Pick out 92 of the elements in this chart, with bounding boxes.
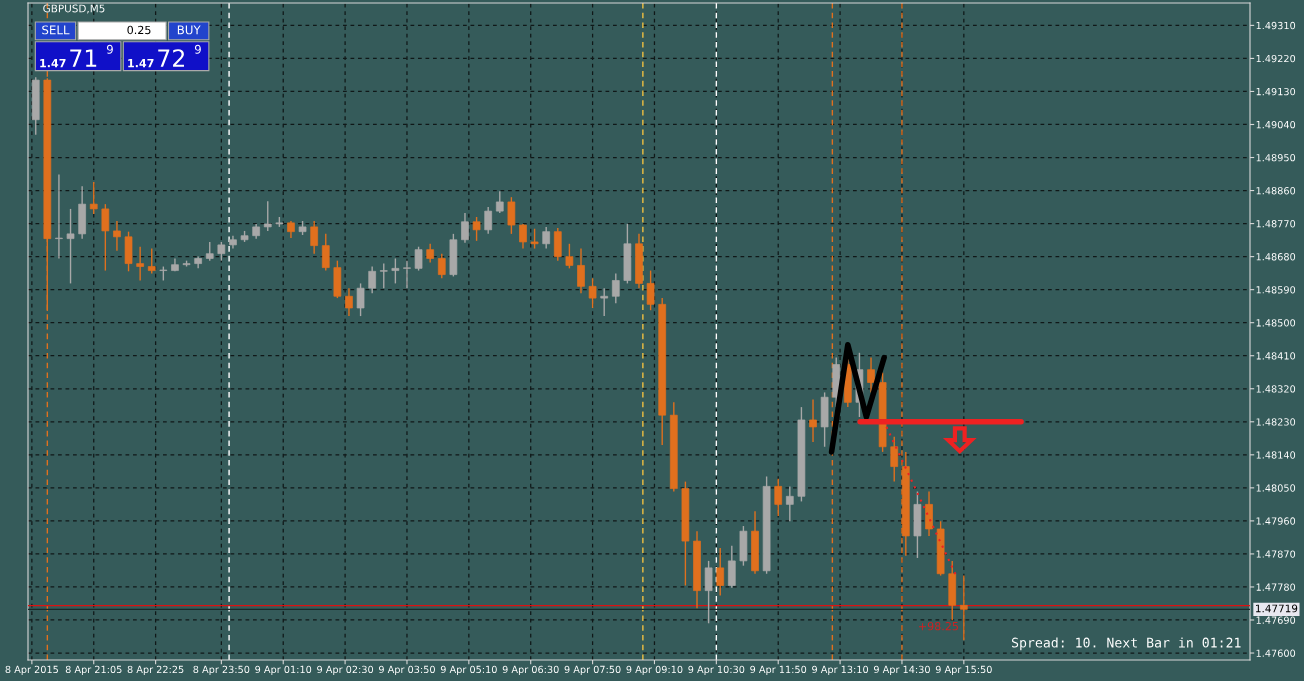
candlestick — [403, 259, 411, 289]
annotation: SELL — [42, 25, 70, 35]
x-tick-label: 9 Apr 05:10 — [440, 665, 497, 675]
annotation: 1.47 — [40, 59, 66, 68]
annotation: 9 — [106, 44, 113, 54]
annotation: 71 — [70, 49, 97, 67]
candlestick — [461, 212, 469, 244]
annotation: 1.47 — [128, 59, 154, 68]
candlestick — [519, 223, 527, 250]
candlestick — [472, 216, 481, 242]
y-tick-label: 1.48770 — [1256, 220, 1296, 228]
candlestick — [263, 200, 272, 232]
candlestick — [89, 181, 98, 215]
annotation: Spread: 10. Next Bar in 01:21 — [1011, 637, 1241, 651]
candlestick — [437, 252, 446, 279]
y-tick-label: 1.48230 — [1256, 418, 1296, 426]
x-tick-label: 9 Apr 02:30 — [317, 665, 374, 675]
x-tick-label: 8 Apr 21:05 — [65, 665, 122, 675]
annotation: BUY — [177, 25, 201, 35]
candlestick — [368, 265, 376, 295]
x-tick-label: 9 Apr 03:50 — [378, 665, 435, 675]
candlestick — [414, 246, 423, 272]
y-tick-label: 1.47690 — [1256, 616, 1296, 624]
candlestick — [704, 560, 713, 624]
y-tick-label: 1.48950 — [1256, 154, 1296, 162]
x-tick-label: 9 Apr 07:50 — [564, 665, 621, 675]
y-tick-label: 1.49310 — [1256, 21, 1296, 30]
candlestick — [530, 228, 539, 250]
candlestick — [507, 196, 516, 235]
x-tick-label: 8 Apr 22:25 — [127, 665, 184, 675]
candlestick — [345, 287, 353, 317]
annotation: 9 — [194, 44, 201, 54]
candlestick — [785, 485, 794, 522]
candlestick — [321, 233, 330, 272]
y-tick-label: 1.48860 — [1256, 187, 1296, 195]
y-tick-label: 1.49130 — [1256, 87, 1296, 96]
candlestick — [101, 203, 110, 272]
candlestick — [205, 241, 214, 262]
chart-title: GBPUSD,M5 — [43, 4, 105, 14]
candlestick — [217, 241, 226, 262]
y-tick-label: 1.48590 — [1256, 286, 1296, 294]
candlestick — [588, 277, 597, 309]
annotation: +98.25 — [919, 621, 958, 631]
candlestick — [809, 398, 817, 443]
x-tick-label: 8 Apr 2015 — [5, 665, 58, 675]
annotation: 0.25 — [127, 25, 151, 35]
x-tick-label: 9 Apr 15:50 — [935, 665, 992, 675]
x-tick-label: 9 Apr 14:30 — [873, 665, 930, 675]
candlestick — [774, 477, 783, 517]
x-tick-label: 8 Apr 23:50 — [193, 665, 250, 675]
candlestick — [66, 208, 75, 285]
candlestick — [716, 547, 725, 597]
candlestick — [867, 356, 875, 394]
y-tick-label: 1.48140 — [1256, 451, 1296, 459]
x-tick-label: 9 Apr 06:30 — [502, 665, 559, 675]
y-tick-label: 1.48680 — [1256, 253, 1296, 261]
candlestick — [495, 190, 504, 214]
candlestick — [136, 246, 144, 282]
candlestick — [890, 436, 899, 483]
candlestick — [960, 574, 968, 641]
candlestick — [542, 226, 551, 250]
candlestick — [379, 262, 388, 289]
x-tick-label: 9 Apr 01:10 — [255, 665, 312, 675]
ref-line-label: 1.47719 — [1256, 604, 1298, 613]
annotation: 72 — [158, 49, 184, 67]
y-tick-label: 1.49220 — [1256, 54, 1296, 63]
y-tick-label: 1.47780 — [1256, 583, 1296, 591]
x-tick-label: 9 Apr 10:30 — [688, 665, 745, 675]
candlestick — [646, 269, 655, 311]
x-tick-label: 9 Apr 13:10 — [812, 665, 869, 675]
candlestick — [577, 247, 585, 295]
y-tick-label: 1.48500 — [1256, 319, 1296, 327]
y-tick-label: 1.47600 — [1256, 649, 1296, 657]
y-tick-label: 1.49040 — [1256, 120, 1296, 129]
candlestick — [356, 282, 365, 317]
candlestick — [147, 247, 156, 275]
candlestick — [426, 243, 435, 264]
candlestick — [113, 220, 121, 252]
candlestick — [55, 173, 63, 260]
y-tick-label: 1.47960 — [1256, 517, 1296, 525]
x-tick-label: 9 Apr 09:10 — [626, 665, 683, 675]
candlestick — [391, 257, 400, 285]
candlestick — [600, 287, 609, 317]
y-tick-label: 1.48050 — [1256, 484, 1296, 492]
candlestick — [310, 220, 318, 255]
y-tick-label: 1.48410 — [1256, 352, 1296, 360]
y-tick-label: 1.47870 — [1256, 550, 1296, 558]
candlestick — [611, 272, 620, 304]
candlestick — [484, 206, 493, 235]
candlestick — [565, 243, 574, 270]
y-tick-label: 1.48320 — [1256, 385, 1296, 393]
x-tick-label: 9 Apr 11:50 — [750, 665, 807, 675]
